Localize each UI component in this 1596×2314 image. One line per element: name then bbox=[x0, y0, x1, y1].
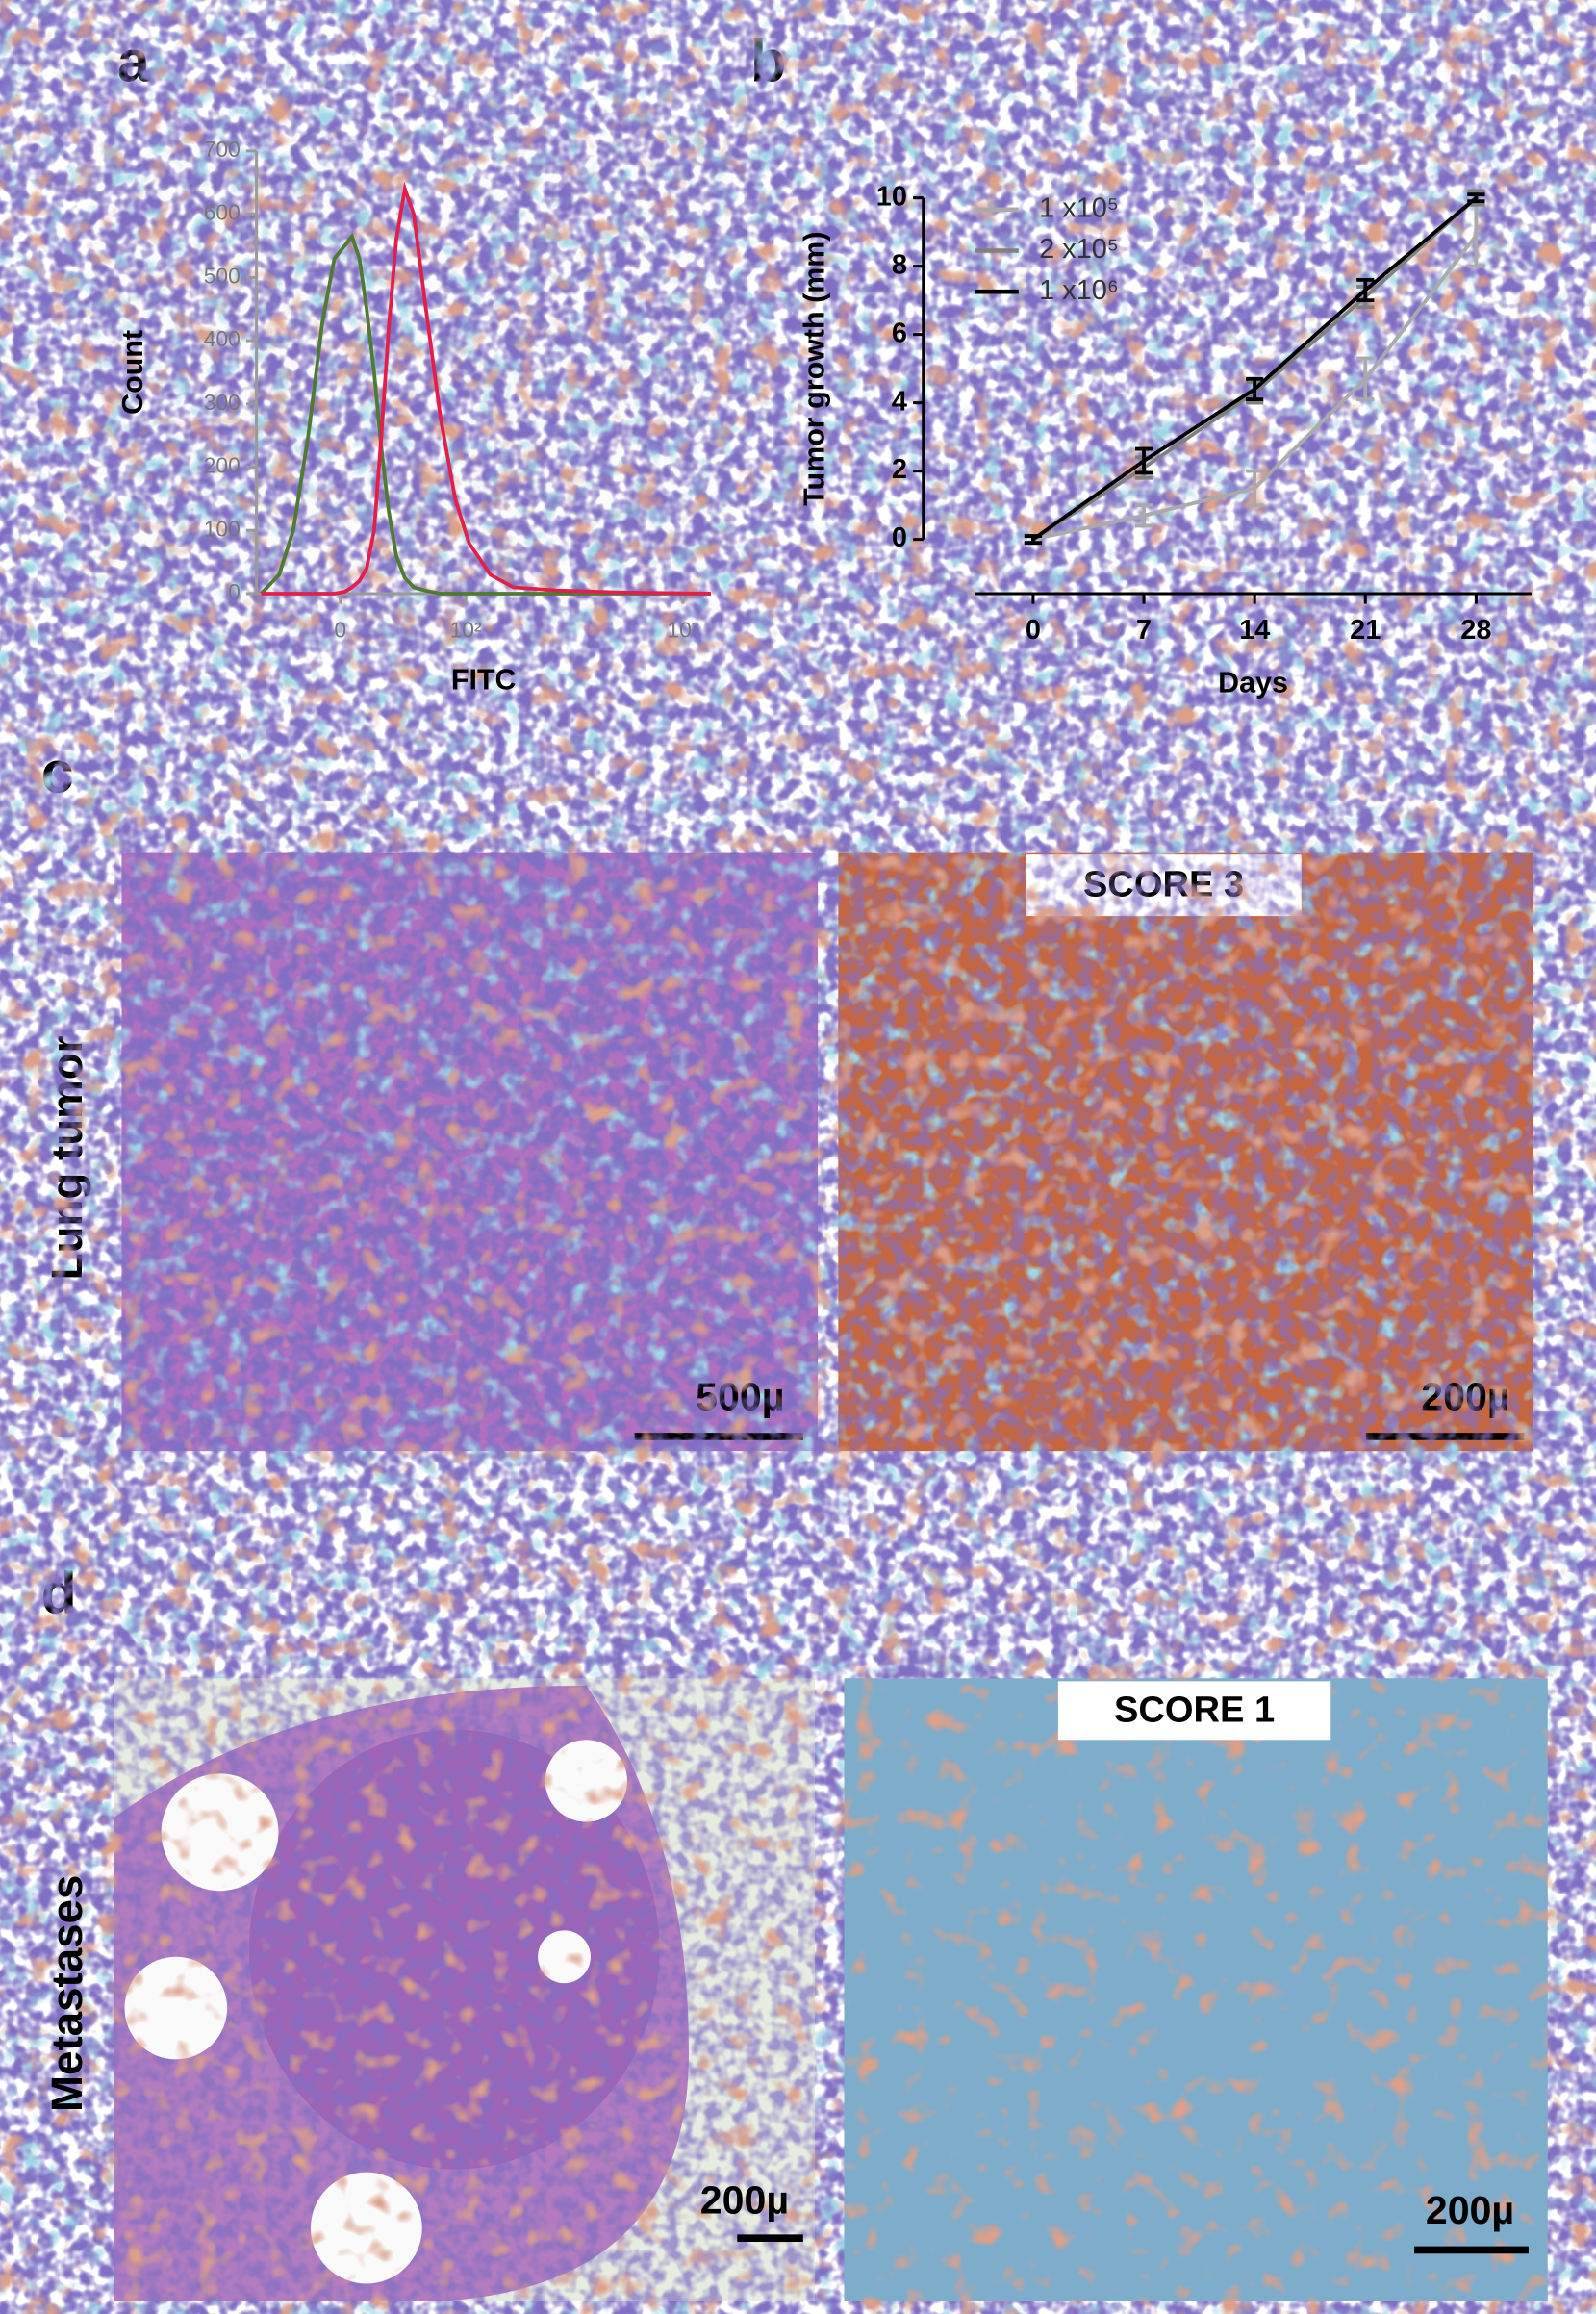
alveolus bbox=[310, 2172, 422, 2284]
score-label: SCORE 1 bbox=[1114, 1690, 1275, 1730]
error-bar bbox=[1024, 534, 1043, 546]
x-tick-label: 0 bbox=[334, 618, 346, 643]
alveolus bbox=[545, 1740, 628, 1822]
y-axis-label: Tumor growth (mm) bbox=[798, 231, 831, 505]
legend-label: 1 x10⁶ bbox=[1039, 275, 1119, 306]
alveolus bbox=[538, 1930, 591, 1984]
alveolus bbox=[124, 1956, 228, 2060]
y-axis-label: Count bbox=[116, 330, 149, 415]
y-tick-label: 4 bbox=[892, 386, 907, 417]
panel-label: a bbox=[117, 29, 151, 94]
x-tick-label: 21 bbox=[1350, 615, 1381, 646]
chart-a-background bbox=[88, 139, 733, 638]
y-tick-label: 600 bbox=[204, 200, 241, 225]
y-tick-label: 0 bbox=[228, 579, 241, 604]
x-axis-label: Days bbox=[1218, 666, 1288, 699]
error-bar bbox=[1134, 503, 1153, 528]
error-bar bbox=[1356, 277, 1375, 303]
row-label: Lung tumor bbox=[42, 1035, 91, 1280]
y-tick-label: 500 bbox=[204, 263, 241, 288]
ihc-texture bbox=[844, 1678, 1548, 2301]
y-tick-label: 700 bbox=[204, 137, 241, 162]
x-tick-label: 10² bbox=[450, 618, 482, 643]
y-tick-label: 100 bbox=[204, 516, 241, 541]
y-tick-label: 300 bbox=[204, 390, 241, 415]
series-line bbox=[260, 232, 711, 596]
x-tick-label: 7 bbox=[1136, 615, 1152, 646]
alveolus bbox=[161, 1773, 279, 1892]
error-bar bbox=[1246, 469, 1264, 508]
error-bar bbox=[1134, 446, 1153, 475]
y-tick-label: 8 bbox=[892, 249, 907, 280]
legend-label: 1 x10⁵ bbox=[1039, 192, 1119, 223]
ihc-texture bbox=[838, 852, 1533, 1452]
error-bar bbox=[1246, 376, 1264, 401]
error-bar bbox=[1356, 356, 1375, 401]
y-tick-label: 6 bbox=[892, 318, 907, 348]
y-tick-label: 200 bbox=[204, 453, 241, 478]
y-tick-label: 2 bbox=[892, 454, 907, 485]
he-texture bbox=[121, 852, 819, 1452]
panel-label: b bbox=[750, 29, 786, 94]
row-label: Metastases bbox=[42, 1875, 91, 2112]
error-bar bbox=[1467, 192, 1485, 204]
x-tick-label: 28 bbox=[1460, 615, 1491, 646]
scale-bar-label: 500µ bbox=[696, 1375, 784, 1419]
error-bar bbox=[1467, 202, 1485, 268]
panel-label: c bbox=[41, 739, 74, 804]
y-tick-label: 10 bbox=[876, 181, 907, 212]
score-box bbox=[1026, 854, 1302, 917]
x-tick-label: 0 bbox=[1026, 615, 1041, 646]
scale-bar-label: 200µ bbox=[1421, 1375, 1509, 1419]
x-tick-label: 10³ bbox=[667, 618, 698, 643]
legend-label: 2 x10⁵ bbox=[1039, 234, 1119, 265]
series-line bbox=[261, 181, 711, 596]
scale-bar-label: 200µ bbox=[700, 2178, 789, 2223]
score-label: SCORE 3 bbox=[1083, 865, 1244, 905]
panel-label: d bbox=[41, 1561, 77, 1626]
y-tick-label: 0 bbox=[892, 522, 907, 553]
x-axis-label: FITC bbox=[451, 663, 517, 696]
score-box bbox=[1057, 1681, 1331, 1741]
x-tick-label: 14 bbox=[1239, 615, 1270, 646]
scale-bar-label: 200µ bbox=[1426, 2188, 1514, 2232]
y-tick-label: 400 bbox=[204, 326, 241, 351]
